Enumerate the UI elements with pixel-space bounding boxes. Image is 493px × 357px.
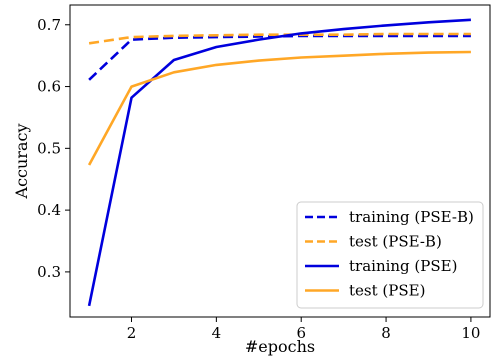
legend-label-2: test (PSE-B) — [349, 233, 442, 251]
legend: training (PSE-B) test (PSE-B) training (PS… — [296, 201, 484, 309]
y-tick-label: 0.6 — [37, 78, 61, 96]
y-tick-label: 0.3 — [37, 263, 61, 281]
legend-label-4: test (PSE) — [349, 282, 425, 300]
legend-label-1: training (PSE-B) — [349, 208, 474, 226]
x-tick-label: 4 — [212, 324, 222, 342]
series-line-4 — [87, 50, 471, 166]
x-axis-label: #epochs — [245, 337, 315, 356]
y-tick-label: 0.4 — [37, 201, 61, 219]
series-line-1 — [88, 34, 471, 81]
y-tick-label: 0.7 — [37, 16, 61, 34]
y-axis-label: Accuracy — [12, 124, 31, 200]
x-tick-label: 10 — [461, 324, 480, 342]
legend-label-3: training (PSE) — [349, 257, 457, 275]
x-tick-label: 6 — [296, 324, 306, 342]
legend-box — [296, 201, 484, 309]
x-tick-label: 8 — [381, 324, 391, 342]
series-line-2 — [88, 32, 471, 45]
x-tick-label: 2 — [127, 324, 137, 342]
y-tick-label: 0.5 — [37, 139, 61, 157]
axes: 2 4 6 8 10 0.3 0.4 0.5 0.6 0.7 — [37, 4, 491, 342]
plot-lines — [87, 18, 471, 307]
plot-frame — [69, 4, 491, 318]
